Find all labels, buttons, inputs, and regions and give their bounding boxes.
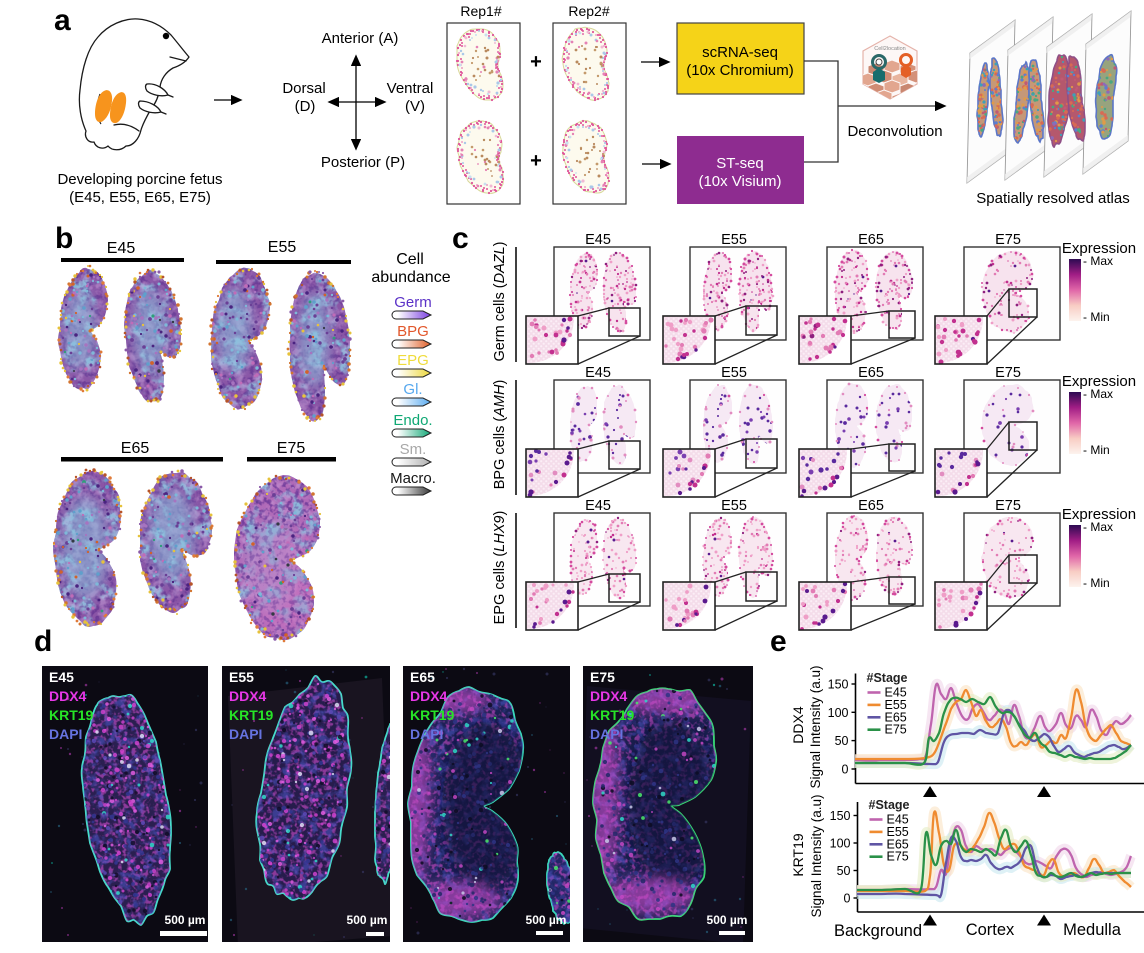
svg-text:(10x Chromium): (10x Chromium) [686, 62, 794, 79]
svg-text:- Min: - Min [1083, 310, 1110, 324]
svg-text:EPG: EPG [397, 352, 429, 369]
svg-text:Macro.: Macro. [390, 470, 436, 487]
svg-text:- Max: - Max [1083, 520, 1113, 534]
svg-text:Germ: Germ [394, 294, 432, 311]
svg-text:BPG: BPG [397, 323, 429, 340]
svg-text:E65: E65 [858, 365, 884, 381]
svg-text:BPG cells (AMH): BPG cells (AMH) [492, 380, 508, 490]
svg-text:+: + [530, 51, 542, 73]
svg-text:Gl.: Gl. [403, 381, 422, 398]
svg-text:Dorsal: Dorsal [282, 80, 325, 97]
svg-text:- Min: - Min [1083, 576, 1110, 590]
svg-text:Anterior (A): Anterior (A) [322, 30, 399, 47]
svg-text:- Min: - Min [1083, 443, 1110, 457]
svg-text:E55: E55 [721, 232, 747, 248]
svg-text:Cell2location: Cell2location [874, 46, 906, 52]
svg-text:(D): (D) [295, 98, 316, 115]
svg-text:E55: E55 [721, 498, 747, 514]
svg-text:ST-seq: ST-seq [716, 155, 764, 172]
svg-text:Expression: Expression [1062, 506, 1136, 523]
svg-text:Expression: Expression [1062, 240, 1136, 257]
svg-text:Endo.: Endo. [393, 412, 432, 429]
svg-text:scRNA-seq: scRNA-seq [702, 44, 778, 61]
svg-text:E45: E45 [585, 498, 611, 514]
svg-text:E45: E45 [49, 669, 74, 685]
svg-text:- Max: - Max [1083, 254, 1113, 268]
svg-text:E75: E75 [277, 440, 306, 457]
svg-text:DAPI: DAPI [49, 726, 82, 742]
svg-text:E45: E45 [107, 240, 136, 257]
svg-text:KRT19: KRT19 [49, 707, 94, 723]
svg-text:Germ cells (DAZL): Germ cells (DAZL) [492, 241, 508, 361]
svg-text:E65: E65 [121, 440, 150, 457]
svg-text:E75: E75 [995, 365, 1021, 381]
svg-text:Rep1#: Rep1# [460, 3, 501, 19]
svg-text:Deconvolution: Deconvolution [847, 123, 942, 140]
svg-text:Expression: Expression [1062, 373, 1136, 390]
svg-text:Spatially resolved atlas: Spatially resolved atlas [976, 190, 1129, 207]
svg-text:Rep2#: Rep2# [568, 3, 609, 19]
svg-text:EPG cells (LHX9): EPG cells (LHX9) [492, 511, 508, 625]
svg-text:E45: E45 [585, 232, 611, 248]
svg-text:(E45, E55, E65, E75): (E45, E55, E65, E75) [69, 189, 211, 206]
svg-text:Sm.: Sm. [400, 441, 427, 458]
svg-text:E65: E65 [858, 232, 884, 248]
svg-text:abundance: abundance [371, 269, 450, 286]
svg-text:Cell: Cell [396, 251, 424, 268]
svg-text:E75: E75 [995, 232, 1021, 248]
svg-text:(10x Visium): (10x Visium) [698, 173, 781, 190]
svg-text:Ventral: Ventral [387, 80, 434, 97]
svg-text:Posterior (P): Posterior (P) [321, 154, 405, 171]
svg-text:E75: E75 [995, 498, 1021, 514]
svg-text:+: + [530, 150, 542, 172]
svg-text:E45: E45 [585, 365, 611, 381]
svg-text:E55: E55 [721, 365, 747, 381]
svg-text:DDX4: DDX4 [49, 688, 87, 704]
svg-text:- Max: - Max [1083, 387, 1113, 401]
svg-text:Developing porcine fetus: Developing porcine fetus [57, 171, 222, 188]
svg-text:(V): (V) [405, 98, 425, 115]
svg-text:E65: E65 [858, 498, 884, 514]
svg-text:E55: E55 [268, 239, 297, 256]
